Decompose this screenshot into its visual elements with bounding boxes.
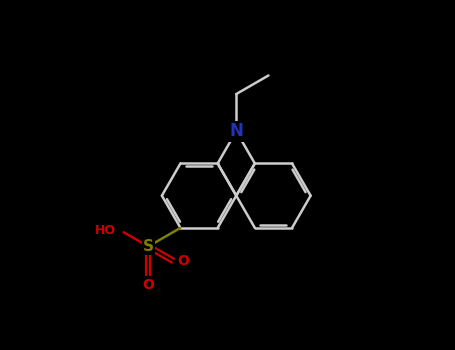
Text: O: O — [142, 278, 154, 292]
Text: HO: HO — [95, 224, 116, 237]
Text: O: O — [177, 254, 189, 268]
Text: S: S — [143, 239, 154, 254]
Text: N: N — [229, 122, 243, 140]
